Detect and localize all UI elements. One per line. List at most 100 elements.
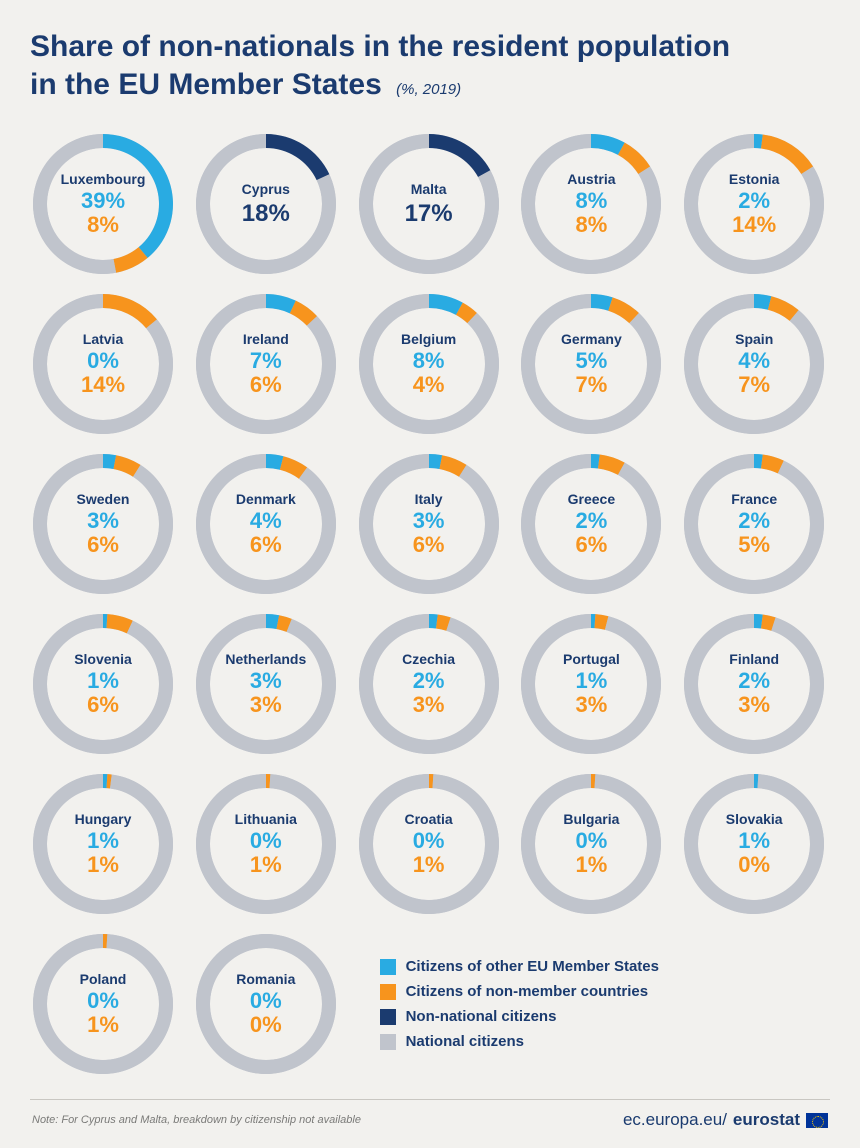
legend-row-nonnat: Non-national citizens: [380, 1008, 830, 1025]
eu-value: 39%: [81, 189, 125, 213]
eu-value: 2%: [738, 669, 770, 693]
non-value: 1%: [87, 1013, 119, 1037]
donut-label: Croatia 0%1%: [356, 771, 502, 917]
country-name: Finland: [729, 651, 779, 667]
country-name: Croatia: [404, 811, 452, 827]
eu-value: 1%: [87, 669, 119, 693]
non-value: 3%: [575, 693, 607, 717]
eu-flag-icon: [806, 1113, 828, 1128]
legend-label-nonnat: Non-national citizens: [406, 1008, 557, 1025]
donut-czechia: Czechia2%3%: [356, 611, 502, 757]
country-name: Ireland: [243, 331, 289, 347]
non-value: 14%: [81, 373, 125, 397]
donut-netherlands: Netherlands3%3%: [193, 611, 339, 757]
donut-slovakia: Slovakia1%0%: [681, 771, 827, 917]
non-value: 8%: [87, 213, 119, 237]
legend-label-nat: National citizens: [406, 1033, 524, 1050]
eu-value: 0%: [575, 829, 607, 853]
donut-label: Belgium8%4%: [356, 291, 502, 437]
non-value: 3%: [413, 693, 445, 717]
non-value: 7%: [575, 373, 607, 397]
title-line-1: Share of non-nationals in the resident p…: [30, 30, 730, 63]
country-name: Estonia: [729, 171, 780, 187]
country-name: Germany: [561, 331, 622, 347]
legend-swatch-nat: [380, 1034, 396, 1050]
non-value: 1%: [413, 853, 445, 877]
non-value: 14%: [732, 213, 776, 237]
eu-value: 1%: [738, 829, 770, 853]
donut-malta: Malta17%: [356, 131, 502, 277]
eu-value: 0%: [250, 989, 282, 1013]
donut-romania: Romania 0%0%: [193, 931, 339, 1077]
eu-value: 0%: [413, 829, 445, 853]
donut-label: Finland2%3%: [681, 611, 827, 757]
eu-value: 2%: [738, 509, 770, 533]
donut-bulgaria: Bulgaria 0%1%: [518, 771, 664, 917]
eu-value: 3%: [413, 509, 445, 533]
footnote: Note: For Cyprus and Malta, breakdown by…: [32, 1114, 361, 1126]
page-title: Share of non-nationals in the resident p…: [30, 28, 830, 103]
country-name: France: [731, 491, 777, 507]
non-value: 6%: [87, 693, 119, 717]
donut-poland: Poland0%1%: [30, 931, 176, 1077]
country-name: Denmark: [236, 491, 296, 507]
country-name: Luxembourg: [61, 171, 146, 187]
eu-value: 2%: [738, 189, 770, 213]
donut-cyprus: Cyprus18%: [193, 131, 339, 277]
donut-label: Lithuania0%1%: [193, 771, 339, 917]
donut-label: Luxembourg 39%8%: [30, 131, 176, 277]
legend-swatch-eu: [380, 959, 396, 975]
country-name: Portugal: [563, 651, 620, 667]
donut-spain: Spain4%7%: [681, 291, 827, 437]
legend-swatch-nonnat: [380, 1009, 396, 1025]
donut-austria: Austria8%8%: [518, 131, 664, 277]
donut-label: Greece2%6%: [518, 451, 664, 597]
country-name: Spain: [735, 331, 773, 347]
eu-value: 2%: [575, 509, 607, 533]
donut-label: Denmark4%6%: [193, 451, 339, 597]
donut-latvia: Latvia0%14%: [30, 291, 176, 437]
donut-greece: Greece2%6%: [518, 451, 664, 597]
eu-value: 5%: [575, 349, 607, 373]
donut-label: Italy3%6%: [356, 451, 502, 597]
country-name: Belgium: [401, 331, 456, 347]
donut-finland: Finland2%3%: [681, 611, 827, 757]
donut-label: Latvia0%14%: [30, 291, 176, 437]
donut-label: Slovenia 1%6%: [30, 611, 176, 757]
donut-sweden: Sweden 3%6%: [30, 451, 176, 597]
country-name: Slovenia: [74, 651, 132, 667]
country-name: Italy: [415, 491, 443, 507]
donut-denmark: Denmark4%6%: [193, 451, 339, 597]
non-value: 3%: [250, 693, 282, 717]
country-name: Romania: [236, 971, 295, 987]
donut-label: Slovakia1%0%: [681, 771, 827, 917]
donut-grid: Luxembourg39%8%Cyprus18%Malta17%Austria8…: [30, 131, 830, 1077]
country-name: Sweden: [77, 491, 130, 507]
country-name: Lithuania: [235, 811, 297, 827]
donut-label: Ireland7%6%: [193, 291, 339, 437]
eu-value: 3%: [87, 509, 119, 533]
non-value: 6%: [575, 533, 607, 557]
legend-label-non: Citizens of non-member countries: [406, 983, 649, 1000]
donut-label: France 2%5%: [681, 451, 827, 597]
country-name: Bulgaria: [563, 811, 619, 827]
donut-label: Cyprus18%: [193, 131, 339, 277]
eu-value: 3%: [250, 669, 282, 693]
source-bold: eurostat: [733, 1110, 800, 1130]
donut-hungary: Hungary1%1%: [30, 771, 176, 917]
non-value: 1%: [575, 853, 607, 877]
non-value: 0%: [250, 1013, 282, 1037]
eu-value: 8%: [413, 349, 445, 373]
donut-label: Malta17%: [356, 131, 502, 277]
title-suffix: (%, 2019): [396, 81, 461, 98]
eu-value: 4%: [738, 349, 770, 373]
non-value: 6%: [87, 533, 119, 557]
donut-belgium: Belgium8%4%: [356, 291, 502, 437]
donut-germany: Germany 5%7%: [518, 291, 664, 437]
non-value: 6%: [250, 373, 282, 397]
eu-value: 0%: [250, 829, 282, 853]
donut-croatia: Croatia 0%1%: [356, 771, 502, 917]
country-name: Cyprus: [242, 181, 290, 197]
non-value: 5%: [738, 533, 770, 557]
donut-label: Sweden 3%6%: [30, 451, 176, 597]
